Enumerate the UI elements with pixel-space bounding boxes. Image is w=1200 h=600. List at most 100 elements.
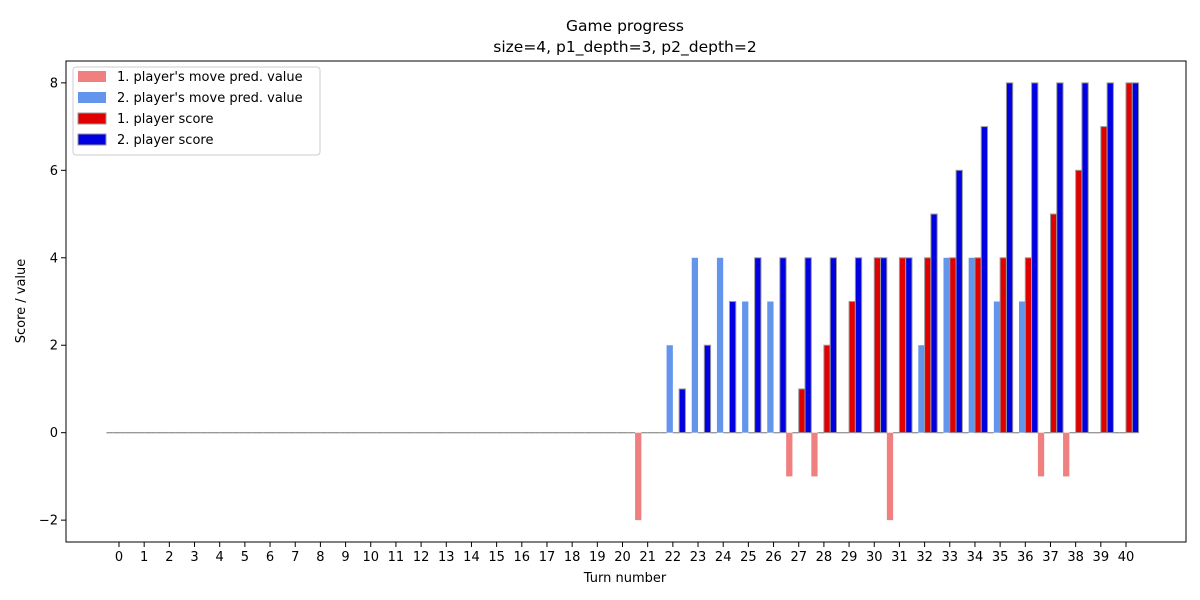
bar-series-4-turn-33: [955, 169, 963, 434]
bar-series-3-turn-31: [898, 257, 907, 434]
x-tick-label: 31: [891, 550, 908, 565]
y-tick-label: −2: [39, 514, 58, 529]
x-tick-label: 26: [765, 550, 782, 565]
bar-series-4-turn-34: [980, 126, 989, 434]
x-tick-label: 8: [316, 550, 324, 565]
bar-series-4-turn-30: [880, 257, 888, 434]
x-tick-label: 11: [388, 550, 405, 565]
bar-series-3-turn-28: [823, 344, 831, 434]
x-tick-label: 14: [463, 550, 480, 565]
bar-series-2-turn-36: [1019, 301, 1026, 433]
y-tick-label: 0: [50, 426, 58, 441]
bar-series-2-turn-34: [968, 257, 975, 433]
x-tick-label: 13: [438, 550, 455, 565]
x-tick-label: 34: [967, 550, 984, 565]
bar-series-2-turn-32: [918, 345, 925, 433]
x-tick-label: 7: [291, 550, 299, 565]
bar-series-2-turn-24: [716, 257, 724, 433]
x-tick-label: 23: [690, 550, 707, 565]
x-tick-label: 35: [992, 550, 1009, 565]
bar-series-3-turn-37: [1049, 213, 1058, 434]
x-tick-label: 36: [1017, 550, 1034, 565]
bar-series-4-turn-24: [728, 301, 737, 434]
legend-label-2: 2. player's move pred. value: [117, 91, 303, 106]
x-tick-label: 6: [266, 550, 274, 565]
x-tick-label: 9: [341, 550, 349, 565]
bar-series-3-turn-27: [798, 388, 806, 434]
x-tick-label: 17: [539, 550, 556, 565]
y-tick-label: 8: [50, 76, 58, 91]
legend-label-1: 1. player's move pred. value: [117, 70, 303, 85]
x-tick-label: 1: [140, 550, 148, 565]
y-tick-label: 6: [50, 164, 58, 179]
bar-series-4-turn-23: [703, 344, 712, 434]
bar-series-3-turn-29: [848, 301, 856, 434]
bar-series-4-turn-28: [829, 257, 837, 434]
bar-series-4-turn-29: [854, 257, 863, 434]
x-axis-label: Turn number: [583, 571, 667, 586]
legend-label-4: 2. player score: [117, 133, 213, 148]
x-tick-label: 33: [942, 550, 959, 565]
x-tick-label: 37: [1042, 550, 1059, 565]
bar-series-4-turn-36: [1031, 82, 1039, 434]
bar-series-2-turn-35: [993, 301, 1001, 433]
bar-series-4-turn-22: [678, 388, 686, 434]
x-tick-label: 25: [740, 550, 757, 565]
bar-series-1-turn-38: [1063, 432, 1070, 477]
bar-series-2-turn-25: [742, 301, 749, 433]
x-tick-label: 10: [362, 550, 379, 565]
x-tick-label: 15: [488, 550, 505, 565]
legend-label-3: 1. player score: [117, 112, 213, 127]
bar-series-1-turn-28: [811, 432, 818, 477]
x-tick-label: 40: [1118, 550, 1135, 565]
bar-series-3-turn-33: [949, 257, 957, 434]
bar-series-3-turn-40: [1125, 82, 1133, 434]
bar-series-3-turn-39: [1100, 126, 1108, 434]
x-tick-label: 4: [216, 550, 224, 565]
y-tick-label: 2: [50, 339, 58, 354]
y-axis: −2 0 2 4 6 8: [39, 76, 66, 529]
bar-series-1-turn-31: [886, 432, 894, 521]
legend-swatch-2: [78, 92, 106, 103]
x-tick-label: 22: [665, 550, 682, 565]
bar-series-4-turn-26: [779, 257, 787, 434]
y-tick-label: 4: [50, 251, 58, 266]
bar-series-3-turn-36: [1024, 257, 1033, 434]
x-tick-label: 0: [115, 550, 123, 565]
bar-series-3-turn-38: [1075, 169, 1083, 434]
x-tick-label: 2: [165, 550, 173, 565]
bar-series-4-turn-32: [930, 213, 938, 434]
x-tick-label: 12: [413, 550, 430, 565]
x-tick-label: 39: [1093, 550, 1110, 565]
bar-series-3-turn-32: [924, 257, 932, 434]
bar-series-4-turn-39: [1106, 82, 1114, 434]
legend-swatch-4: [77, 133, 107, 146]
bar-series-4-turn-38: [1081, 82, 1089, 434]
y-axis-label: Score / value: [14, 259, 29, 344]
bar-series-4-turn-35: [1005, 82, 1014, 434]
x-tick-label: 5: [241, 550, 249, 565]
x-tick-label: 27: [790, 550, 807, 565]
x-tick-label: 20: [614, 550, 631, 565]
bar-series-2-turn-22: [666, 345, 673, 433]
x-tick-label: 21: [639, 550, 656, 565]
x-tick-label: 3: [190, 550, 198, 565]
bar-series-4-turn-25: [754, 257, 762, 434]
bar-series-1-turn-37: [1037, 432, 1045, 477]
bar-series-4-turn-37: [1056, 82, 1064, 434]
x-tick-label: 38: [1067, 550, 1084, 565]
legend: 1. player's move pred. value 2. player's …: [72, 66, 321, 156]
x-tick-label: 29: [841, 550, 858, 565]
chart-subtitle: size=4, p1_depth=3, p2_depth=2: [493, 38, 756, 57]
legend-frame: [72, 66, 321, 156]
legend-swatch-1: [78, 71, 106, 82]
bar-series-4-turn-27: [804, 257, 812, 434]
x-tick-label: 24: [715, 550, 732, 565]
x-tick-label: 32: [916, 550, 933, 565]
x-tick-label: 28: [816, 550, 833, 565]
bar-series-2-turn-26: [767, 301, 774, 433]
bar-series-3-turn-35: [999, 257, 1007, 434]
bar-series-4-turn-40: [1131, 82, 1140, 434]
plot-frame: [65, 60, 1187, 543]
